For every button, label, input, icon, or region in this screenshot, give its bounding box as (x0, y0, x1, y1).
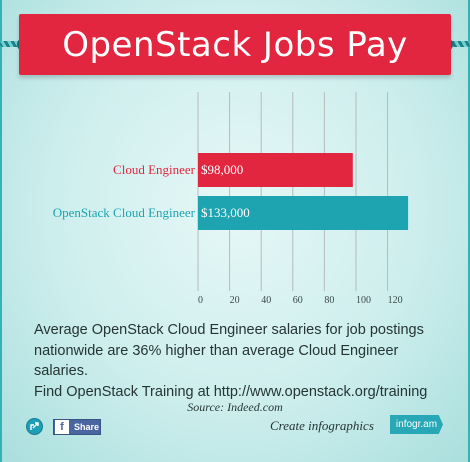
category-label: Cloud Engineer (113, 162, 196, 177)
bar (198, 153, 353, 187)
x-tick-label: 120 (388, 295, 403, 306)
bar-value-label: $133,000 (201, 205, 250, 220)
description-line: nationwide are 36% higher than average C… (34, 342, 399, 380)
description-line: Find OpenStack Training at http://www.op… (34, 383, 428, 400)
x-tick-label: 40 (261, 295, 271, 306)
bar-chart: 0 20 40 60 80 100 120 Cloud Engineer $98,000 Open… (53, 92, 409, 306)
facebook-share-button[interactable]: f Share (53, 419, 101, 435)
source-note: Source: Indeed.com (187, 400, 283, 414)
bar-value-label: $98,000 (201, 162, 243, 177)
create-infographics-link[interactable]: Create infographics (270, 418, 374, 433)
share-arrow-icon (30, 422, 39, 430)
page-title: OpenStack Jobs Pay (62, 24, 408, 65)
rope-strand (0, 41, 30, 47)
description-line: Average OpenStack Cloud Engineer salarie… (34, 322, 424, 338)
bar (198, 196, 409, 230)
x-tick-label: 100 (356, 295, 371, 306)
frame-edge-left (0, 0, 2, 462)
rope-strand (440, 41, 470, 47)
x-tick-label: 60 (293, 295, 303, 306)
category-label: OpenStack Cloud Engineer (53, 205, 196, 220)
description: Average OpenStack Cloud Engineer salarie… (34, 320, 444, 402)
facebook-share-label: Share (74, 422, 100, 432)
x-tick-label: 20 (230, 295, 240, 306)
share-icon[interactable] (26, 418, 43, 435)
infogram-logo[interactable]: infogr.am (390, 415, 443, 434)
x-tick-label: 0 (198, 295, 203, 306)
facebook-icon: f (55, 420, 69, 434)
frame-edge-right (468, 0, 470, 462)
x-tick-label: 80 (324, 295, 334, 306)
title-banner: OpenStack Jobs Pay (19, 14, 451, 75)
